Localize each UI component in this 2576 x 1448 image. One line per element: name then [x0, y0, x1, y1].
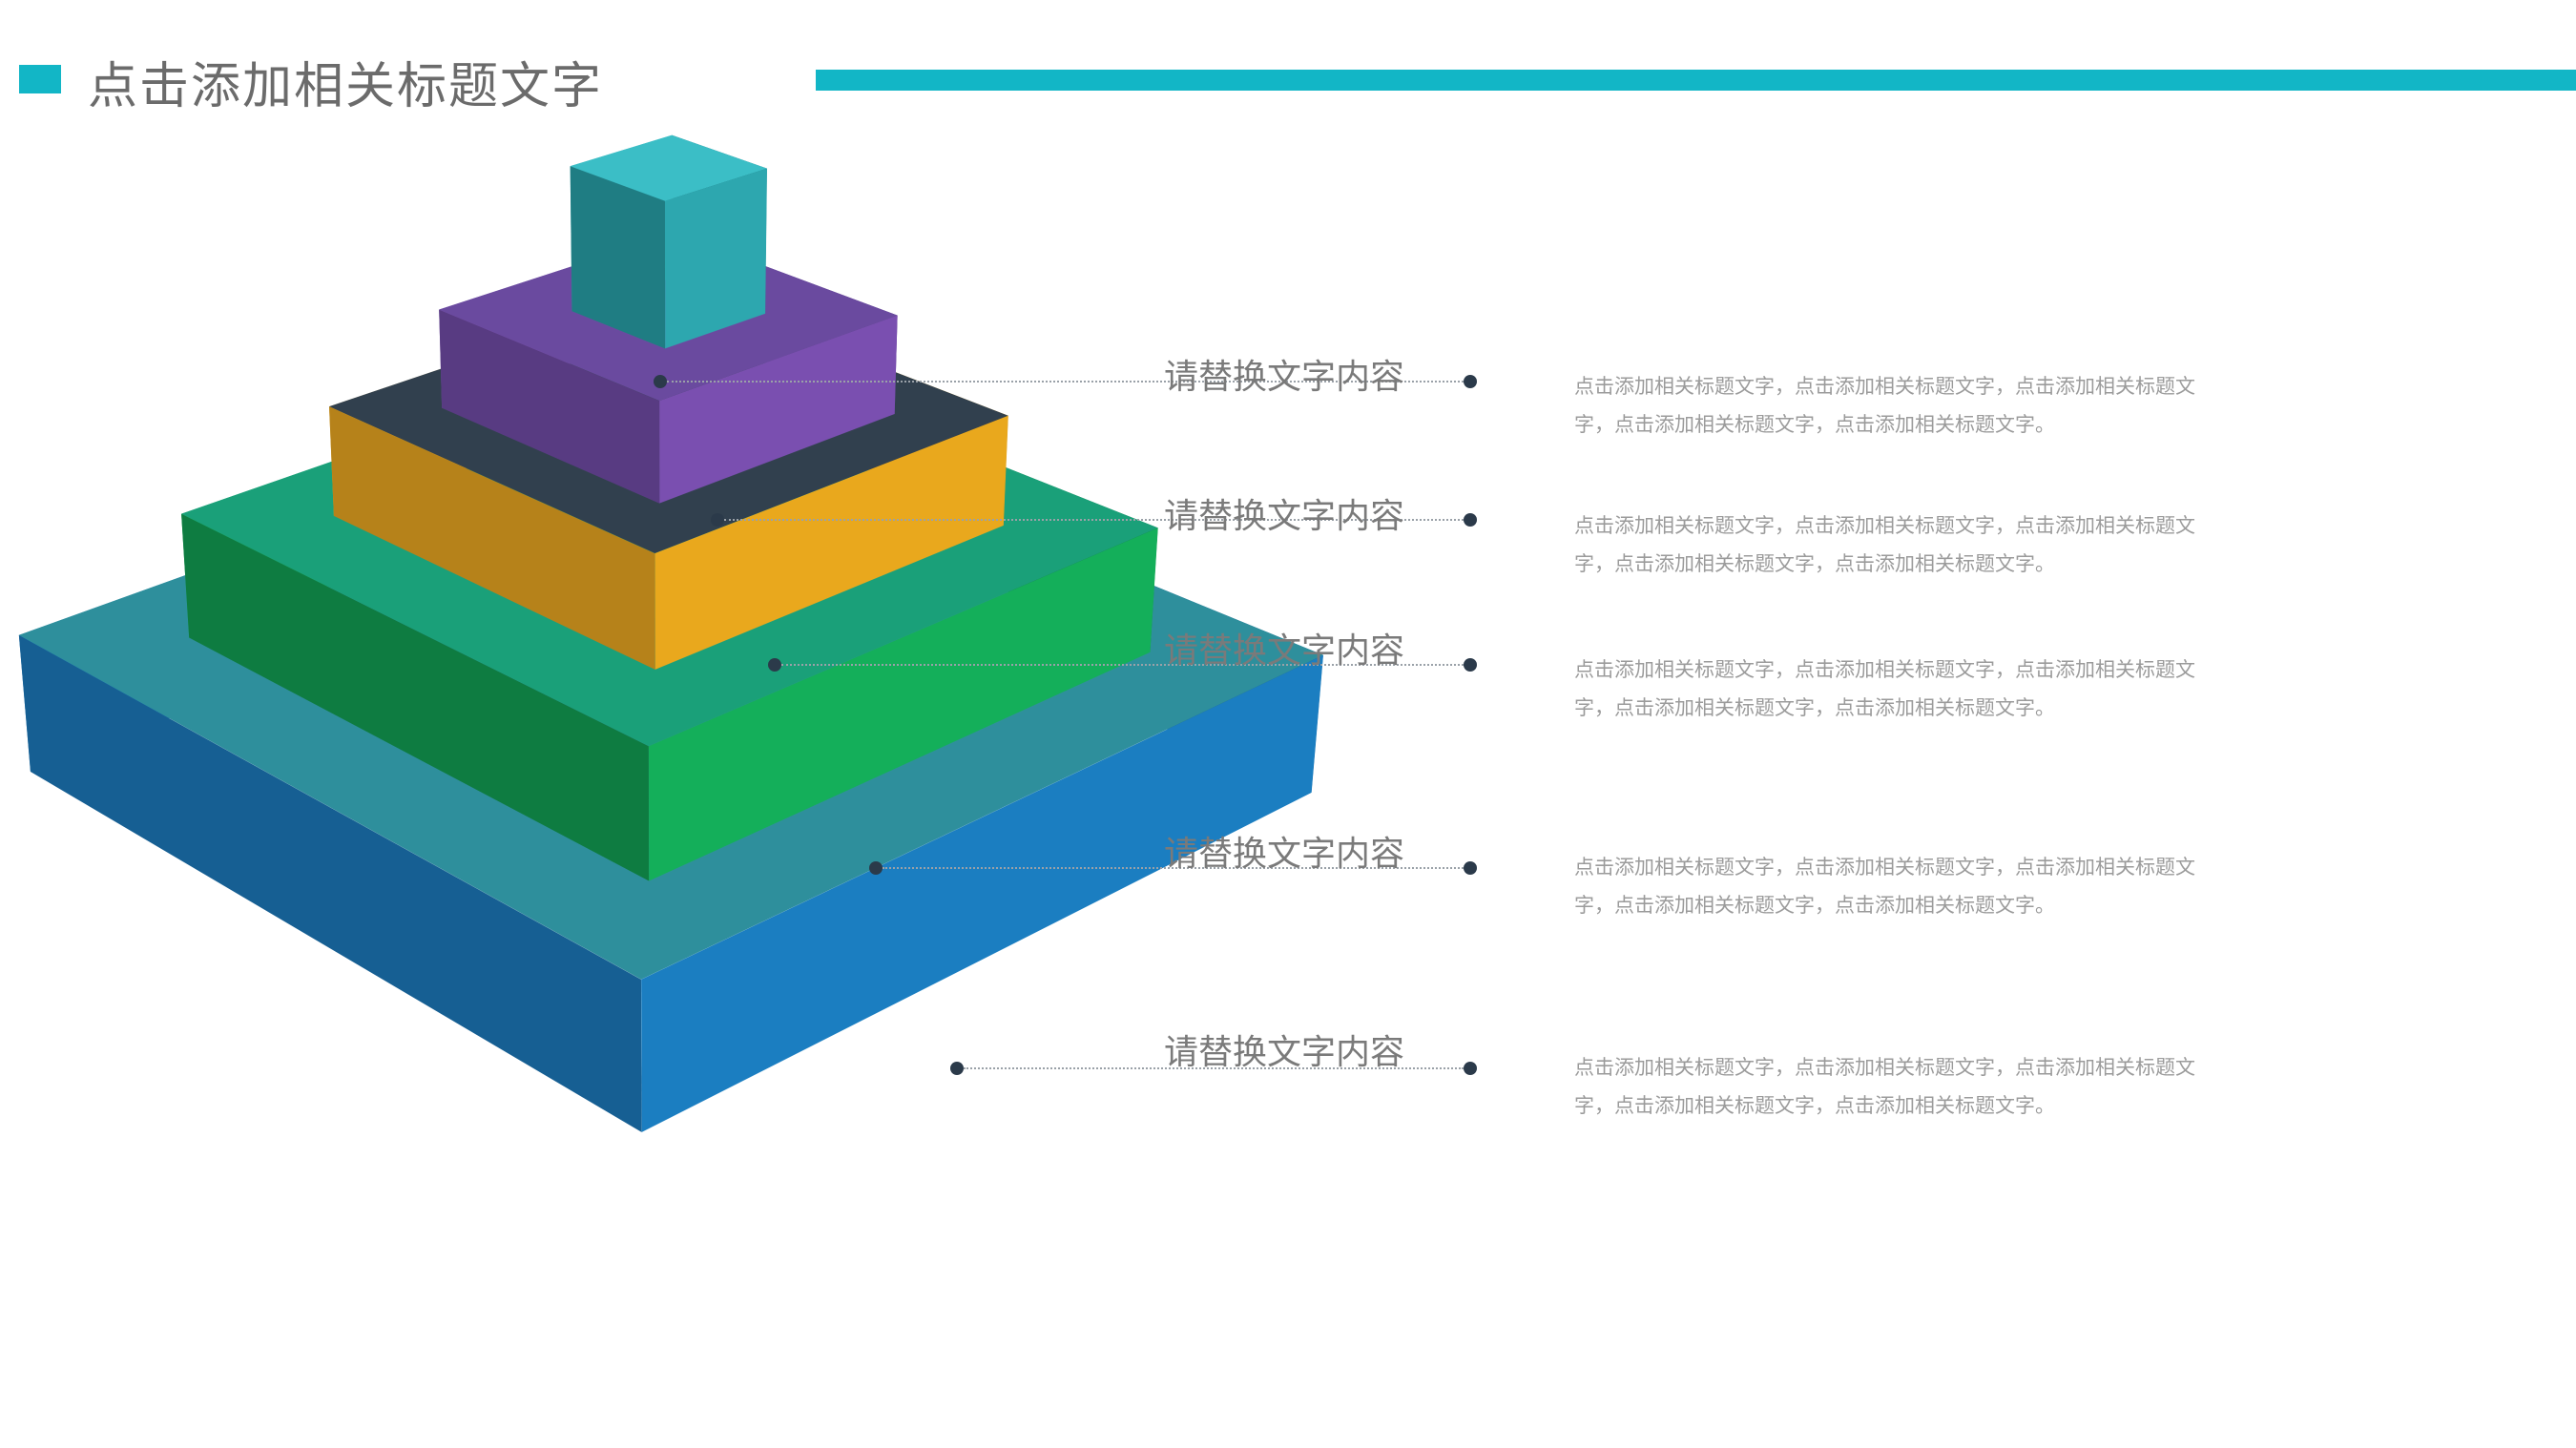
slide-root: { "header": { "title": "点击添加相关标题文字", "ti… [0, 0, 2576, 1448]
item-desc-3: 点击添加相关标题文字，点击添加相关标题文字，点击添加相关标题文字，点击添加相关标… [1574, 849, 2204, 925]
item-title-1: 请替换文字内容 [1164, 488, 1404, 538]
page-title: 点击添加相关标题文字 [88, 46, 603, 117]
item-desc-0: 点击添加相关标题文字，点击添加相关标题文字，点击添加相关标题文字，点击添加相关标… [1574, 368, 2204, 445]
header-accent-bar [816, 70, 2576, 91]
item-title-4: 请替换文字内容 [1164, 1024, 1404, 1074]
leader-start-dot-1 [711, 513, 724, 527]
item-desc-4: 点击添加相关标题文字，点击添加相关标题文字，点击添加相关标题文字，点击添加相关标… [1574, 1049, 2204, 1126]
leader-end-dot-0 [1464, 375, 1477, 388]
item-title-2: 请替换文字内容 [1164, 623, 1404, 672]
item-title-0: 请替换文字内容 [1164, 349, 1404, 399]
header-accent-block [19, 65, 61, 93]
leader-start-dot-2 [768, 658, 781, 672]
item-desc-2: 点击添加相关标题文字，点击添加相关标题文字，点击添加相关标题文字，点击添加相关标… [1574, 652, 2204, 728]
leader-end-dot-1 [1464, 513, 1477, 527]
item-desc-1: 点击添加相关标题文字，点击添加相关标题文字，点击添加相关标题文字，点击添加相关标… [1574, 507, 2204, 584]
leader-start-dot-3 [869, 861, 883, 875]
leader-end-dot-4 [1464, 1062, 1477, 1075]
leader-start-dot-4 [950, 1062, 964, 1075]
leader-start-dot-0 [654, 375, 667, 388]
leader-end-dot-3 [1464, 861, 1477, 875]
leader-end-dot-2 [1464, 658, 1477, 672]
item-title-3: 请替换文字内容 [1164, 826, 1404, 876]
